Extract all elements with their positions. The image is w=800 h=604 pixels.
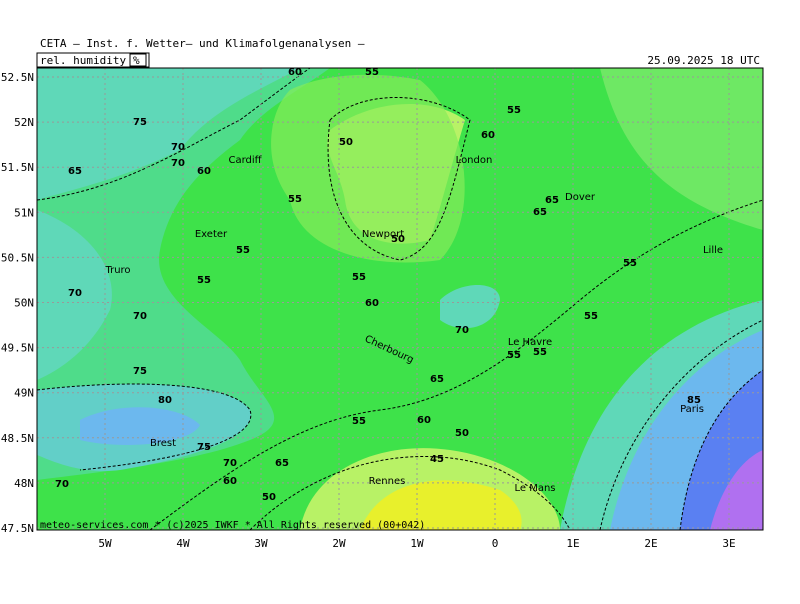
contour-label: 80 bbox=[158, 395, 172, 406]
contour-label: 55 bbox=[365, 67, 379, 78]
contour-label: 55 bbox=[352, 416, 366, 427]
contour-label: 45 bbox=[430, 454, 444, 465]
contour-label: 55 bbox=[288, 194, 302, 205]
contour-label: 75 bbox=[133, 117, 147, 128]
contour-label: 75 bbox=[197, 442, 211, 453]
lon-label: 1E bbox=[566, 537, 579, 550]
map-frame bbox=[36, 67, 764, 531]
contour-label: 65 bbox=[430, 374, 444, 385]
field-wet bbox=[440, 285, 500, 329]
contour-label: 70 bbox=[171, 142, 185, 153]
field-max bbox=[710, 450, 763, 530]
city-label: Dover bbox=[565, 192, 596, 203]
contour-label: 50 bbox=[339, 137, 353, 148]
field-driest bbox=[360, 480, 522, 530]
contour-label: 55 bbox=[623, 258, 637, 269]
lon-label: 2E bbox=[644, 537, 657, 550]
contour-label: 60 bbox=[417, 415, 431, 426]
lat-label: 52N bbox=[14, 116, 34, 129]
contour-label: 60 bbox=[197, 166, 211, 177]
city-label: Lille bbox=[703, 245, 723, 256]
field-wet bbox=[37, 210, 112, 380]
lat-label: 51N bbox=[14, 206, 34, 219]
contour-label: 70 bbox=[223, 458, 237, 469]
field-drier bbox=[271, 74, 465, 263]
footer: meteo-services.com * (c)2025 IWKF * All … bbox=[40, 520, 425, 531]
contour-label: 65 bbox=[68, 166, 82, 177]
city-label: London bbox=[456, 155, 493, 166]
contour-label: 65 bbox=[533, 207, 547, 218]
city-label: Brest bbox=[150, 438, 176, 449]
contour-label: 50 bbox=[391, 234, 405, 245]
contour-label: 60 bbox=[288, 67, 302, 78]
parameter: rel. humidity bbox=[40, 54, 126, 67]
contour-label: 55 bbox=[507, 350, 521, 361]
contour-label: 85 bbox=[687, 395, 701, 406]
contour-label: 70 bbox=[68, 288, 82, 299]
lon-label: 5W bbox=[98, 537, 112, 550]
contour-label: 70 bbox=[455, 325, 469, 336]
contour-label: 50 bbox=[455, 428, 469, 439]
lon-label: 3E bbox=[722, 537, 735, 550]
city-label: Rennes bbox=[369, 476, 406, 487]
city-label: Exeter bbox=[195, 229, 228, 240]
lat-label: 49N bbox=[14, 387, 34, 400]
city-label: Cardiff bbox=[228, 155, 262, 166]
contour-label: 55 bbox=[507, 105, 521, 116]
lat-label: 48.5N bbox=[1, 432, 34, 445]
contour-label: 55 bbox=[533, 347, 547, 358]
contour-label: 70 bbox=[55, 479, 69, 490]
contour-label: 60 bbox=[481, 130, 495, 141]
graticule bbox=[37, 68, 763, 530]
lat-label: 51.5N bbox=[1, 161, 34, 174]
contour-label: 55 bbox=[352, 272, 366, 283]
contour-label: 50 bbox=[262, 492, 276, 503]
lat-label: 52.5N bbox=[1, 71, 34, 84]
lat-label: 47.5N bbox=[1, 522, 34, 535]
lat-label: 48N bbox=[14, 477, 34, 490]
city-label: Le Havre bbox=[508, 337, 552, 348]
contour-label: 60 bbox=[223, 476, 237, 487]
valid-time: 25.09.2025 18 UTC bbox=[647, 54, 760, 67]
unit-box bbox=[129, 53, 147, 67]
contour-label: 70 bbox=[171, 158, 185, 169]
lon-label: 0 bbox=[492, 537, 499, 550]
city-label: Truro bbox=[104, 265, 130, 276]
contour-label: 55 bbox=[584, 311, 598, 322]
city-label: Le Mans bbox=[514, 483, 555, 494]
title: CETA – Inst. f. Wetter– und Klimafolgena… bbox=[40, 37, 365, 50]
map-field bbox=[37, 68, 763, 530]
lon-label: 1W bbox=[410, 537, 424, 550]
lat-label: 49.5N bbox=[1, 342, 34, 355]
contour-label: 75 bbox=[133, 366, 147, 377]
field-wettest bbox=[80, 407, 200, 445]
lon-label: 4W bbox=[176, 537, 190, 550]
field-moist bbox=[600, 68, 763, 230]
contour-label: 55 bbox=[197, 275, 211, 286]
unit: % bbox=[133, 54, 140, 67]
city-label: Paris bbox=[680, 404, 704, 415]
lon-label: 3W bbox=[254, 537, 268, 550]
lat-label: 50.5N bbox=[1, 251, 34, 264]
lon-label: 2W bbox=[332, 537, 346, 550]
city-label: Newport bbox=[362, 229, 404, 240]
contour-label: 65 bbox=[275, 458, 289, 469]
contour-label: 60 bbox=[365, 298, 379, 309]
param-box bbox=[36, 52, 150, 68]
contour-label: 70 bbox=[133, 311, 147, 322]
lat-label: 50N bbox=[14, 297, 34, 310]
contour-label: 65 bbox=[545, 195, 559, 206]
contour-label: 55 bbox=[236, 245, 250, 256]
